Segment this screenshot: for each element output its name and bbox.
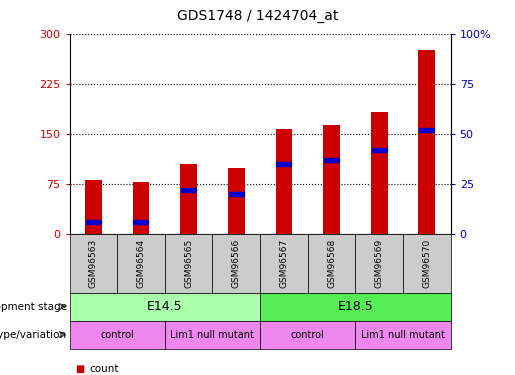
Bar xyxy=(229,192,244,196)
Text: GSM96568: GSM96568 xyxy=(327,239,336,288)
Bar xyxy=(228,168,245,234)
Text: GSM96569: GSM96569 xyxy=(375,239,384,288)
Bar xyxy=(133,182,149,234)
Bar xyxy=(181,188,196,192)
Bar xyxy=(372,148,387,152)
Text: E14.5: E14.5 xyxy=(147,300,183,313)
Text: control: control xyxy=(291,330,324,340)
Text: E18.5: E18.5 xyxy=(337,300,373,313)
Bar xyxy=(324,158,339,162)
Bar xyxy=(85,180,101,234)
Text: development stage: development stage xyxy=(0,302,67,312)
Bar xyxy=(277,162,291,166)
Text: GSM96567: GSM96567 xyxy=(280,239,288,288)
Text: genotype/variation: genotype/variation xyxy=(0,330,67,340)
Text: GDS1748 / 1424704_at: GDS1748 / 1424704_at xyxy=(177,9,338,23)
Bar xyxy=(371,112,387,234)
Text: GSM96570: GSM96570 xyxy=(422,239,431,288)
Bar xyxy=(419,128,434,132)
Bar xyxy=(276,129,292,234)
Bar xyxy=(86,220,101,224)
Text: GSM96565: GSM96565 xyxy=(184,239,193,288)
Text: GSM96566: GSM96566 xyxy=(232,239,241,288)
Text: GSM96563: GSM96563 xyxy=(89,239,98,288)
Text: count: count xyxy=(89,364,118,374)
Bar xyxy=(133,220,148,224)
Bar xyxy=(323,125,340,234)
Text: GSM96564: GSM96564 xyxy=(136,239,145,288)
Text: control: control xyxy=(100,330,134,340)
Text: ■: ■ xyxy=(75,364,84,374)
Bar xyxy=(419,51,435,234)
Text: Lim1 null mutant: Lim1 null mutant xyxy=(361,330,445,340)
Bar xyxy=(180,164,197,234)
Text: Lim1 null mutant: Lim1 null mutant xyxy=(170,330,254,340)
